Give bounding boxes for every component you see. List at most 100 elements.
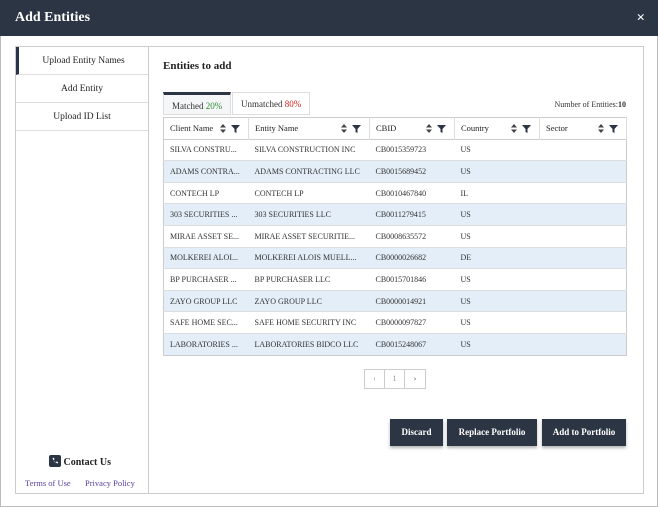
- page-number[interactable]: 1: [385, 370, 405, 388]
- sort-filter-icons[interactable]: [426, 124, 448, 133]
- dialog-header: Add Entities ×: [0, 0, 658, 36]
- table-cell: CONTECH LP: [164, 182, 249, 204]
- table-cell: MIRAE ASSET SE...: [164, 225, 249, 247]
- discard-button[interactable]: Discard: [390, 419, 443, 446]
- sidebar-item[interactable]: Add Entity: [16, 75, 148, 103]
- column-title: Sector: [546, 123, 568, 133]
- entity-table: Client NameEntity NameCBIDCountrySector …: [163, 117, 627, 356]
- table-cell: US: [455, 161, 540, 183]
- table-cell: CB0010467840: [370, 182, 455, 204]
- column-header[interactable]: Entity Name: [249, 118, 370, 140]
- table-cell: ADAMS CONTRACTING LLC: [249, 161, 370, 183]
- table-row[interactable]: LABORATORIES ...LABORATORIES BIDCO LLCCB…: [164, 333, 627, 355]
- sort-filter-icons[interactable]: [598, 124, 620, 133]
- table-cell: US: [455, 225, 540, 247]
- table-cell: CB0000014921: [370, 290, 455, 312]
- table-row[interactable]: 303 SECURITIES ...303 SECURITIES LLCCB00…: [164, 204, 627, 226]
- table-cell: CB0015689452: [370, 161, 455, 183]
- contact-us[interactable]: Contact Us: [49, 455, 111, 468]
- table-row[interactable]: ADAMS CONTRA...ADAMS CONTRACTING LLCCB00…: [164, 161, 627, 183]
- table-row[interactable]: SAFE HOME SEC...SAFE HOME SECURITY INCCB…: [164, 312, 627, 334]
- phone-icon: [49, 455, 61, 467]
- table-cell: ZAYO GROUP LLC: [164, 290, 249, 312]
- table-cell: [540, 247, 627, 269]
- table-cell: CB0015248067: [370, 333, 455, 355]
- table-cell: 303 SECURITIES ...: [164, 204, 249, 226]
- table-row[interactable]: CONTECH LPCONTECH LPCB0010467840IL: [164, 182, 627, 204]
- sidebar-item[interactable]: Upload ID List: [16, 103, 148, 131]
- terms-link[interactable]: Terms of Use: [25, 478, 71, 488]
- table-cell: MOLKEREI ALOIS MUELL...: [249, 247, 370, 269]
- column-title: CBID: [376, 123, 396, 133]
- header-row: Client Name Entity Name CBID Country Sector: [164, 118, 627, 140]
- table-cell: [540, 182, 627, 204]
- table-cell: CB0015359723: [370, 139, 455, 161]
- tab-label: Unmatched: [241, 99, 282, 109]
- close-button[interactable]: ×: [636, 10, 645, 27]
- column-header[interactable]: CBID: [370, 118, 455, 140]
- table-cell: [540, 312, 627, 334]
- sidebar: Upload Entity Names Add Entity Upload ID…: [15, 46, 149, 494]
- table-row[interactable]: MIRAE ASSET SE...MIRAE ASSET SECURITIE..…: [164, 225, 627, 247]
- tab-unmatched[interactable]: Unmatched 80%: [232, 92, 310, 115]
- table-cell: 303 SECURITIES LLC: [249, 204, 370, 226]
- entity-count: Number of Entities:10: [554, 100, 626, 109]
- next-page[interactable]: ›: [405, 370, 425, 388]
- add-button[interactable]: Add to Portfolio: [542, 419, 626, 446]
- tab-percent: 80%: [285, 99, 302, 109]
- table-cell: CB0015701846: [370, 269, 455, 291]
- sort-filter-icons[interactable]: [220, 124, 242, 133]
- table-cell: LABORATORIES BIDCO LLC: [249, 333, 370, 355]
- table-row[interactable]: ZAYO GROUP LLCZAYO GROUP LLCCB0000014921…: [164, 290, 627, 312]
- table-cell: MIRAE ASSET SECURITIE...: [249, 225, 370, 247]
- table-cell: BP PURCHASER ...: [164, 269, 249, 291]
- table-cell: BP PURCHASER LLC: [249, 269, 370, 291]
- table-cell: [540, 225, 627, 247]
- table-cell: CB0000097827: [370, 312, 455, 334]
- column-header[interactable]: Client Name: [164, 118, 249, 140]
- table-cell: US: [455, 290, 540, 312]
- table-row[interactable]: BP PURCHASER ...BP PURCHASER LLCCB001570…: [164, 269, 627, 291]
- table-cell: US: [455, 139, 540, 161]
- column-header[interactable]: Country: [455, 118, 540, 140]
- column-header[interactable]: Sector: [540, 118, 627, 140]
- table-cell: ADAMS CONTRA...: [164, 161, 249, 183]
- sort-filter-icons[interactable]: [511, 124, 533, 133]
- prev-page[interactable]: ‹: [365, 370, 385, 388]
- sort-filter-icons[interactable]: [341, 124, 363, 133]
- table-body: SILVA CONSTRU...SILVA CONSTRUCTION INCCB…: [164, 139, 627, 355]
- table-cell: SILVA CONSTRU...: [164, 139, 249, 161]
- table-cell: [540, 269, 627, 291]
- table-cell: SAFE HOME SECURITY INC: [249, 312, 370, 334]
- table-cell: ZAYO GROUP LLC: [249, 290, 370, 312]
- section-title: Entities to add: [163, 60, 231, 72]
- table-cell: [540, 139, 627, 161]
- tab-matched[interactable]: Matched 20%: [163, 92, 231, 115]
- privacy-link[interactable]: Privacy Policy: [85, 478, 135, 488]
- table-row[interactable]: SILVA CONSTRU...SILVA CONSTRUCTION INCCB…: [164, 139, 627, 161]
- table-cell: DE: [455, 247, 540, 269]
- table-cell: [540, 161, 627, 183]
- table-cell: US: [455, 312, 540, 334]
- column-title: Client Name: [170, 123, 213, 133]
- table-cell: CB0000026682: [370, 247, 455, 269]
- table-cell: SAFE HOME SEC...: [164, 312, 249, 334]
- table-cell: CB0008635572: [370, 225, 455, 247]
- table-cell: CB0011279415: [370, 204, 455, 226]
- replace-button[interactable]: Replace Portfolio: [447, 419, 537, 446]
- table-cell: [540, 290, 627, 312]
- count-value: 10: [618, 100, 626, 109]
- table-cell: US: [455, 269, 540, 291]
- table-row[interactable]: MOLKEREI ALOI...MOLKEREI ALOIS MUELL...C…: [164, 247, 627, 269]
- sidebar-item[interactable]: Upload Entity Names: [16, 47, 148, 75]
- table-cell: US: [455, 333, 540, 355]
- tab-label: Matched: [172, 101, 204, 111]
- tab-percent: 20%: [206, 101, 223, 111]
- table-cell: IL: [455, 182, 540, 204]
- contact-text: Contact Us: [64, 457, 112, 468]
- table-cell: US: [455, 204, 540, 226]
- pagination: ‹ 1 ›: [364, 369, 426, 389]
- table-cell: [540, 333, 627, 355]
- column-title: Entity Name: [255, 123, 298, 133]
